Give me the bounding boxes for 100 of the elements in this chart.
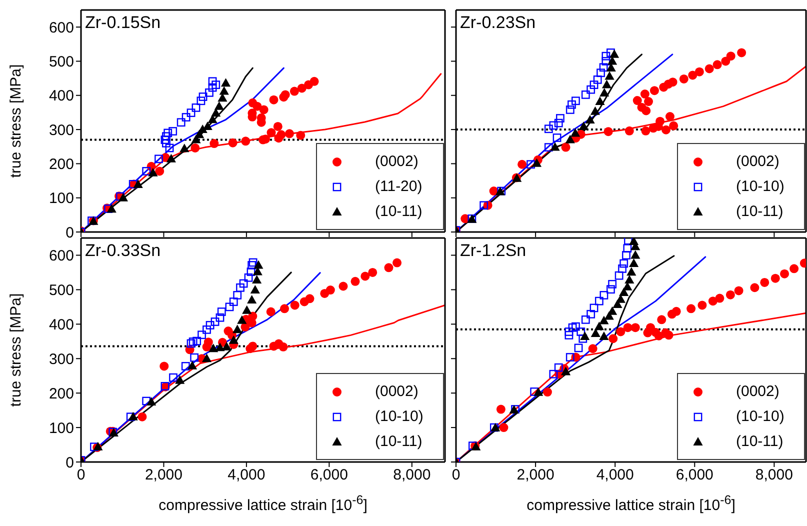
point bbox=[552, 134, 562, 142]
point bbox=[606, 63, 616, 72]
point bbox=[248, 258, 258, 267]
point bbox=[162, 132, 170, 141]
point bbox=[204, 338, 213, 347]
point bbox=[162, 139, 170, 148]
point bbox=[90, 442, 98, 452]
point bbox=[560, 366, 571, 376]
y-tick-label: 300 bbox=[48, 350, 74, 368]
point bbox=[585, 114, 595, 124]
point bbox=[210, 318, 220, 326]
y-tick-label: 200 bbox=[48, 156, 74, 174]
point bbox=[572, 96, 580, 106]
point bbox=[168, 127, 178, 136]
point bbox=[248, 312, 258, 321]
x-tick-label: 6,000 bbox=[310, 466, 348, 484]
point bbox=[599, 316, 609, 324]
legend-label: (11-20) bbox=[375, 178, 422, 195]
point bbox=[780, 269, 790, 278]
point bbox=[668, 78, 678, 87]
point bbox=[642, 106, 651, 116]
point bbox=[229, 298, 238, 306]
point bbox=[760, 278, 770, 287]
point bbox=[564, 330, 574, 340]
point bbox=[392, 258, 402, 268]
point bbox=[202, 121, 212, 130]
point bbox=[630, 323, 640, 332]
point bbox=[599, 332, 609, 340]
point bbox=[192, 336, 202, 346]
point bbox=[554, 363, 563, 372]
point bbox=[602, 57, 610, 66]
point bbox=[138, 412, 147, 422]
point bbox=[576, 328, 586, 336]
point bbox=[588, 344, 598, 354]
point bbox=[215, 342, 225, 352]
chart-title: Zr-1.2Sn bbox=[460, 241, 526, 260]
point bbox=[590, 328, 600, 337]
point bbox=[570, 128, 580, 137]
point bbox=[628, 258, 639, 267]
point bbox=[662, 125, 670, 134]
point bbox=[133, 180, 143, 188]
point bbox=[290, 86, 299, 96]
x-tick-label: 6,000 bbox=[676, 466, 714, 484]
point bbox=[790, 264, 799, 274]
point bbox=[208, 83, 217, 92]
point bbox=[182, 113, 190, 122]
point bbox=[248, 261, 256, 270]
point bbox=[604, 127, 613, 136]
point bbox=[532, 158, 542, 167]
point bbox=[608, 334, 618, 344]
point bbox=[566, 353, 574, 362]
point bbox=[212, 80, 220, 89]
point bbox=[254, 260, 264, 269]
point bbox=[590, 106, 600, 115]
point bbox=[578, 334, 588, 343]
point bbox=[244, 273, 253, 282]
point bbox=[350, 276, 360, 286]
point bbox=[220, 78, 231, 87]
point bbox=[233, 291, 242, 300]
point bbox=[259, 105, 268, 114]
point bbox=[606, 285, 615, 294]
point bbox=[280, 90, 290, 100]
point bbox=[241, 136, 250, 146]
point bbox=[154, 154, 163, 164]
point bbox=[237, 315, 247, 324]
point bbox=[208, 344, 218, 352]
point bbox=[750, 283, 760, 292]
point bbox=[632, 96, 642, 106]
y-tick-label: 0 bbox=[66, 454, 74, 472]
point bbox=[310, 76, 319, 86]
point bbox=[180, 144, 190, 152]
point bbox=[232, 324, 242, 334]
point bbox=[734, 286, 744, 296]
point bbox=[726, 290, 735, 300]
point bbox=[590, 304, 598, 312]
point bbox=[578, 121, 588, 130]
point bbox=[496, 404, 506, 414]
point bbox=[297, 84, 306, 93]
point bbox=[644, 97, 653, 106]
point bbox=[604, 71, 614, 80]
point bbox=[247, 295, 257, 304]
chart-title: Zr-0.23Sn bbox=[460, 13, 536, 32]
point bbox=[276, 130, 286, 140]
point bbox=[196, 96, 206, 106]
point bbox=[208, 77, 217, 86]
x-tick-label: 2,000 bbox=[144, 466, 182, 484]
point bbox=[248, 342, 258, 351]
point bbox=[128, 412, 138, 420]
point bbox=[338, 282, 348, 291]
point bbox=[160, 136, 170, 144]
point bbox=[608, 306, 618, 315]
point bbox=[250, 285, 260, 294]
point bbox=[608, 56, 618, 65]
legend-label: (0002) bbox=[375, 383, 418, 400]
x-tick-label: 8,000 bbox=[755, 466, 793, 484]
point bbox=[669, 121, 678, 130]
point bbox=[165, 144, 174, 152]
point bbox=[600, 291, 608, 300]
point bbox=[190, 353, 199, 362]
point bbox=[218, 93, 228, 102]
